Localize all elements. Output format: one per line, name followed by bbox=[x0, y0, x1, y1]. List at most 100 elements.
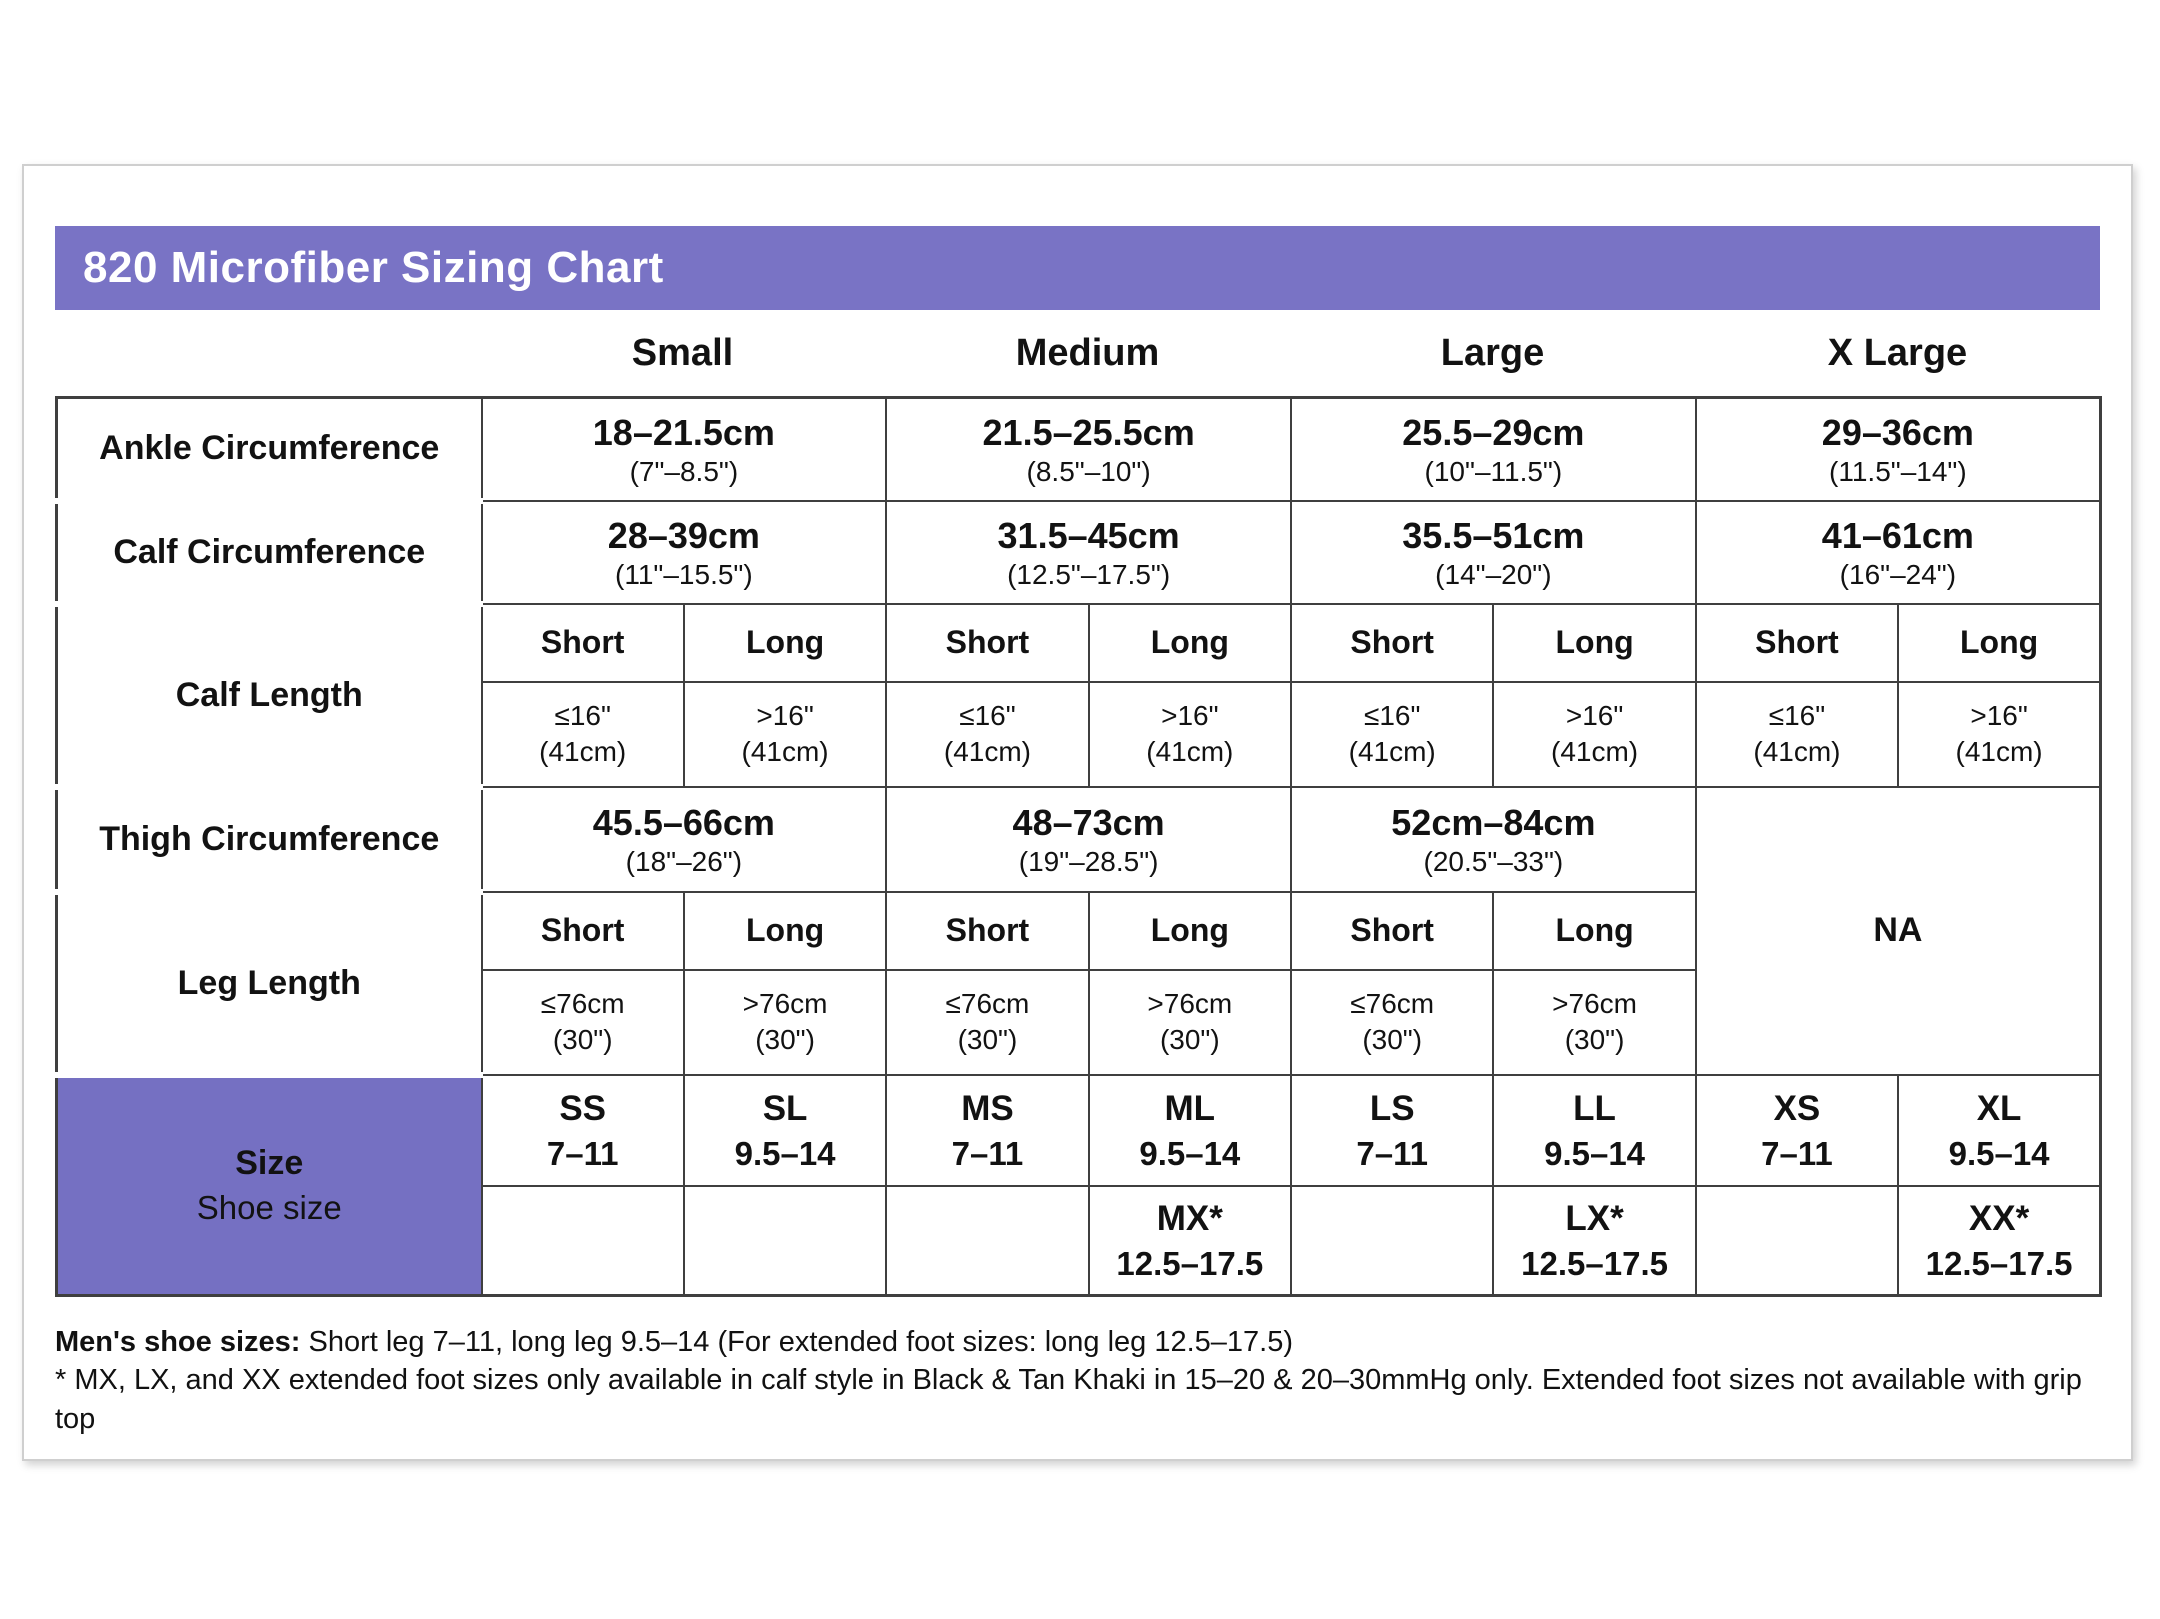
row-label-leg-length: Leg Length bbox=[55, 888, 483, 1076]
size-range-ss: 7–11 bbox=[546, 1135, 619, 1173]
cell-xlarge-na: NA bbox=[1694, 785, 2102, 1076]
size-code-ll: LL bbox=[1573, 1089, 1616, 1129]
ankle-large-cm: 25.5–29cm bbox=[1402, 411, 1585, 453]
ankle-medium-in: (8.5"–10") bbox=[1026, 455, 1151, 487]
leg-length-value-3: >76cm (30") bbox=[1087, 968, 1293, 1076]
size-code-xl: XL bbox=[1976, 1089, 2022, 1129]
cell-thigh-medium: 48–73cm (19"–28.5") bbox=[885, 785, 1292, 893]
thigh-small-in: (18"–26") bbox=[625, 845, 743, 877]
calf-length-header-6: Short bbox=[1694, 602, 1900, 683]
leg-length-header-1: Long bbox=[682, 890, 888, 971]
calf-length-header-1: Long bbox=[682, 602, 888, 683]
size-range-mx: 12.5–17.5 bbox=[1116, 1245, 1264, 1283]
calf-length-value-4-main: ≤16" bbox=[1363, 699, 1421, 731]
calf-length-value-6: ≤16" (41cm) bbox=[1694, 680, 1900, 788]
calf-medium-cm: 31.5–45cm bbox=[997, 514, 1180, 556]
size-header-xlarge: X Large bbox=[1827, 331, 1968, 374]
leg-length-header-0: Short bbox=[480, 890, 685, 971]
size-code-sl: SL bbox=[762, 1089, 808, 1129]
row-thigh-circumference: Thigh Circumference 45.5–66cm (18"–26") … bbox=[55, 783, 2102, 1076]
leg-length-value-1: >76cm (30") bbox=[682, 968, 888, 1076]
size-label-main: Size bbox=[235, 1144, 304, 1183]
size-range-xl: 9.5–14 bbox=[1948, 1135, 2050, 1173]
ankle-xlarge-cm: 29–36cm bbox=[1821, 411, 1974, 453]
calf-xlarge-in: (16"–24") bbox=[1839, 558, 1957, 590]
leg-length-value-5-sub: (30") bbox=[1564, 1024, 1625, 1055]
calf-xlarge-cm: 41–61cm bbox=[1821, 514, 1974, 556]
calf-large-in: (14"–20") bbox=[1435, 558, 1552, 590]
calf-medium-in: (12.5"–17.5") bbox=[1007, 558, 1171, 590]
size-range-xs: 7–11 bbox=[1761, 1135, 1833, 1173]
leg-length-value-2: ≤76cm (30") bbox=[885, 968, 1090, 1076]
footnotes: Men's shoe sizes: Short leg 7–11, long l… bbox=[55, 1323, 2100, 1438]
size-range-ms: 7–11 bbox=[951, 1135, 1024, 1173]
calf-length-value-1: >16" (41cm) bbox=[682, 680, 888, 788]
sizing-table: Ankle Circumference 18–21.5cm (7"–8.5") … bbox=[55, 396, 2102, 1297]
leg-length-value-2-sub: (30") bbox=[957, 1024, 1018, 1055]
thigh-large-in: (20.5"–33") bbox=[1423, 845, 1564, 877]
size-range-ll: 9.5–14 bbox=[1544, 1135, 1646, 1173]
calf-length-header-5: Long bbox=[1492, 602, 1697, 683]
cell-thigh-small: 45.5–66cm (18"–26") bbox=[480, 785, 888, 893]
size-cell-xs: XS 7–11 bbox=[1694, 1073, 1900, 1187]
thigh-medium-cm: 48–73cm bbox=[1012, 801, 1165, 843]
calf-length-header-3: Long bbox=[1087, 602, 1293, 683]
footnote-shoe-sizes: Men's shoe sizes: Short leg 7–11, long l… bbox=[55, 1323, 2100, 1361]
row-label-calf-circumference: Calf Circumference bbox=[55, 497, 483, 605]
size-extended-empty-1 bbox=[682, 1184, 888, 1297]
size-range-ml: 9.5–14 bbox=[1139, 1135, 1241, 1173]
calf-length-value-2: ≤16" (41cm) bbox=[885, 680, 1090, 788]
thigh-medium-in: (19"–28.5") bbox=[1018, 845, 1159, 877]
calf-length-header-7: Long bbox=[1897, 602, 2102, 683]
calf-length-value-2-sub: (41cm) bbox=[943, 736, 1031, 767]
size-range-xx: 12.5–17.5 bbox=[1925, 1245, 2073, 1283]
calf-length-header-0: Short bbox=[480, 602, 685, 683]
size-code-ss: SS bbox=[559, 1089, 607, 1129]
row-ankle-circumference: Ankle Circumference 18–21.5cm (7"–8.5") … bbox=[55, 396, 2102, 502]
calf-large-cm: 35.5–51cm bbox=[1402, 514, 1585, 556]
calf-length-header-2: Short bbox=[885, 602, 1090, 683]
size-cell-ls: LS 7–11 bbox=[1289, 1073, 1495, 1187]
size-cell-xl: XL 9.5–14 bbox=[1897, 1073, 2102, 1187]
leg-length-value-1-sub: (30") bbox=[755, 1024, 815, 1055]
cell-ankle-medium: 21.5–25.5cm (8.5"–10") bbox=[885, 396, 1292, 502]
calf-length-value-7-sub: (41cm) bbox=[1955, 736, 2043, 767]
ankle-small-in: (7"–8.5") bbox=[629, 455, 739, 487]
calf-length-header-4: Short bbox=[1289, 602, 1495, 683]
size-code-lx: LX* bbox=[1565, 1199, 1624, 1239]
row-size-extended: MX* 12.5–17.5 LX* 12.5–17.5 XX* 12.5–17.… bbox=[57, 1184, 2102, 1297]
size-cell-ll: LL 9.5–14 bbox=[1492, 1073, 1697, 1187]
thigh-large-cm: 52cm–84cm bbox=[1391, 801, 1596, 843]
row-label-ankle-circumference: Ankle Circumference bbox=[55, 396, 483, 502]
footnote-shoe-sizes-lead: Men's shoe sizes: bbox=[55, 1326, 301, 1358]
calf-length-value-3-main: >16" bbox=[1161, 699, 1219, 731]
calf-length-value-3-sub: (41cm) bbox=[1146, 736, 1234, 767]
calf-length-value-3: >16" (41cm) bbox=[1087, 680, 1293, 788]
cell-ankle-small: 18–21.5cm (7"–8.5") bbox=[480, 396, 888, 502]
calf-length-value-1-sub: (41cm) bbox=[741, 736, 829, 767]
size-code-ms: MS bbox=[961, 1089, 1014, 1129]
leg-length-value-0-sub: (30") bbox=[552, 1024, 613, 1055]
leg-length-value-4: ≤76cm (30") bbox=[1289, 968, 1495, 1076]
row-calf-length-headers: Calf Length Short Long Short Long Short … bbox=[55, 600, 2102, 788]
calf-small-cm: 28–39cm bbox=[607, 514, 760, 556]
leg-length-value-5: >76cm (30") bbox=[1492, 968, 1697, 1076]
size-header-small: Small bbox=[631, 331, 734, 374]
leg-length-value-0-main: ≤76cm bbox=[540, 987, 625, 1019]
cell-ankle-large: 25.5–29cm (10"–11.5") bbox=[1290, 396, 1697, 502]
row-label-size: Size Shoe size bbox=[55, 1071, 483, 1297]
cell-ankle-xlarge: 29–36cm (11.5"–14") bbox=[1694, 396, 2102, 502]
leg-length-header-5: Long bbox=[1492, 890, 1697, 971]
calf-length-value-5-sub: (41cm) bbox=[1551, 736, 1639, 767]
row-size-codes: Size Shoe size SS 7–11 SL 9.5–14 MS 7–11… bbox=[55, 1071, 2102, 1297]
cell-calf-xlarge: 41–61cm (16"–24") bbox=[1694, 499, 2102, 605]
size-label-sub: Shoe size bbox=[196, 1189, 342, 1227]
row-calf-circumference: Calf Circumference 28–39cm (11"–15.5") 3… bbox=[55, 497, 2102, 605]
leg-length-value-5-main: >76cm bbox=[1552, 987, 1637, 1019]
leg-length-value-4-main: ≤76cm bbox=[1350, 987, 1435, 1019]
row-label-calf-length: Calf Length bbox=[55, 600, 483, 788]
chart-title: 820 Microfiber Sizing Chart bbox=[83, 243, 664, 292]
ankle-small-cm: 18–21.5cm bbox=[592, 411, 775, 453]
size-header-row: Small Medium Large X Large bbox=[55, 310, 2100, 396]
calf-length-value-0-sub: (41cm) bbox=[539, 736, 627, 767]
